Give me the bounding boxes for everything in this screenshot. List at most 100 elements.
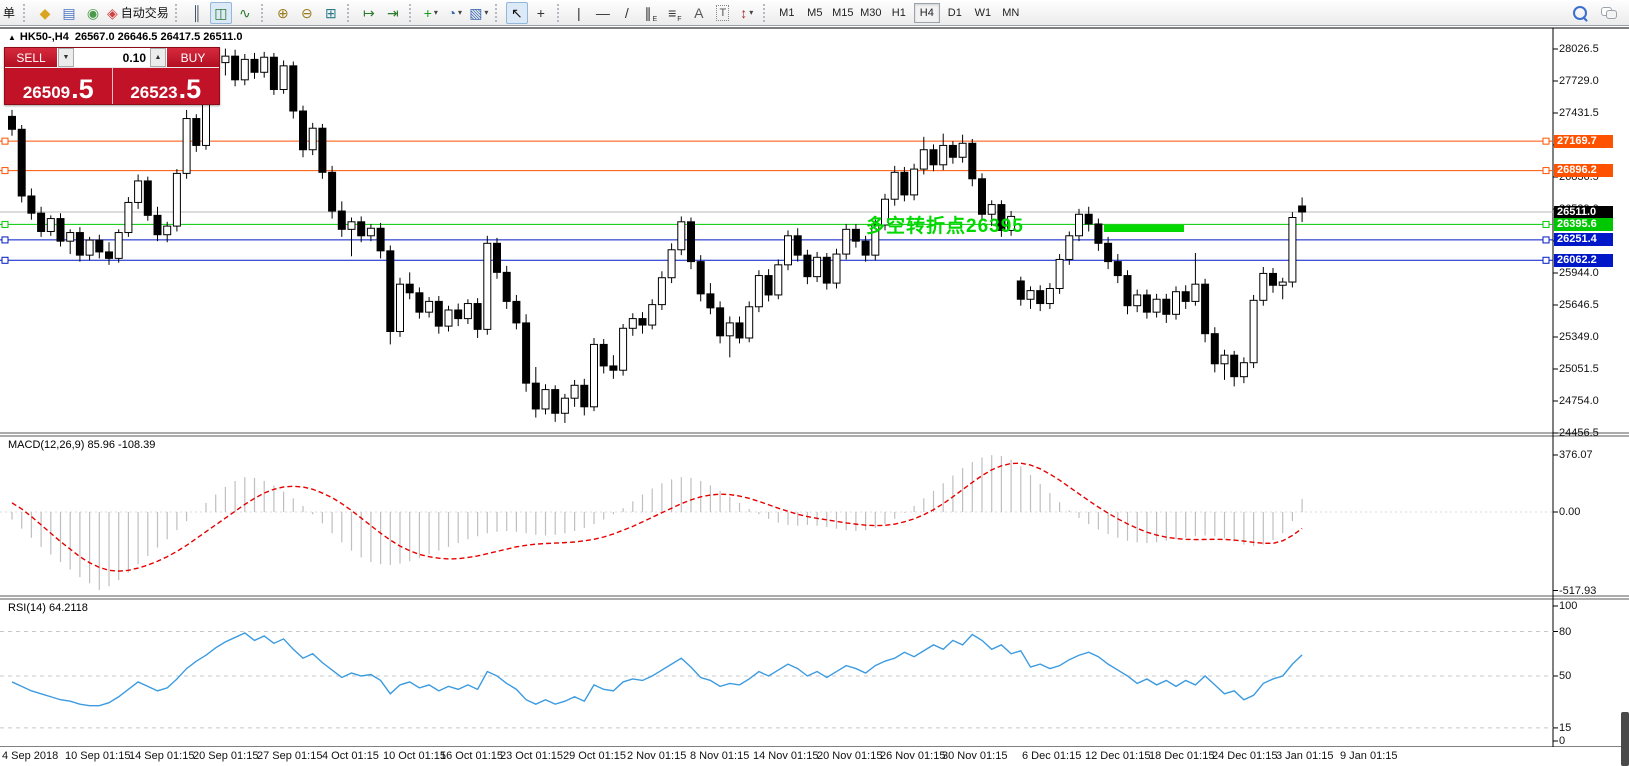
price-tick-label: 25944.0	[1559, 267, 1599, 279]
tile-windows-icon[interactable]: ⊞	[324, 4, 337, 21]
line-anchor-icon	[1542, 167, 1550, 175]
price-tick-label: 27431.5	[1559, 107, 1599, 119]
add-indicator-icon[interactable]: + ▾	[423, 4, 438, 21]
collapse-icon[interactable]: ▲	[8, 33, 16, 42]
price-tick-label: 24456.5	[1559, 427, 1599, 439]
vertical-line-icon[interactable]: |	[576, 4, 581, 21]
timeframe-H1[interactable]: H1	[891, 6, 906, 19]
market-watch-icon[interactable]: ▤	[62, 4, 76, 21]
timeframe-M1[interactable]: M1	[779, 6, 795, 19]
volume-up-button[interactable]: ▲	[150, 48, 166, 67]
crosshair-icon[interactable]: +	[536, 4, 545, 21]
templates-icon[interactable]: ▧ ▾	[469, 4, 489, 21]
macd-tick-label: 0.00	[1559, 506, 1581, 518]
date-tick-label: 26 Nov 01:15	[880, 750, 946, 762]
price-badge-current-price: 26511.0	[1554, 205, 1613, 219]
macd-tick-label: 376.07	[1559, 449, 1593, 461]
line-anchor-icon	[1, 256, 9, 264]
chart-window: ▲ HK50-,H4 26567.0 26646.5 26417.5 26511.0…	[0, 27, 1629, 766]
rsi-tick-label: 80	[1559, 625, 1572, 638]
date-tick-label: 9 Jan 01:15	[1340, 750, 1398, 762]
arrows-shapes-icon[interactable]: ↕ ▾	[740, 4, 754, 21]
buy-button[interactable]: BUY	[167, 48, 219, 67]
scrollbar-thumb[interactable]	[1621, 712, 1629, 766]
chart-title-bar: ▲ HK50-,H4 26567.0 26646.5 26417.5 26511.0	[8, 31, 242, 43]
text-label-icon[interactable]: T	[712, 2, 734, 24]
horizontal-line-icon[interactable]: —	[595, 4, 610, 21]
sell-button[interactable]: SELL	[5, 48, 57, 67]
menu-char[interactable]: 单	[3, 6, 16, 20]
chart-ohlc-values: 26567.0 26646.5 26417.5 26511.0	[74, 31, 243, 43]
date-tick-label: 10 Sep 01:15	[65, 750, 131, 762]
cursor-arrow-icon[interactable]: ↖	[505, 1, 528, 24]
rsi-tick-label: 50	[1559, 670, 1572, 682]
price-tick-label: 25349.0	[1559, 331, 1599, 343]
chart-symbol-period: HK50-,H4	[19, 31, 69, 43]
macd-signal-line	[11, 462, 1303, 572]
pivot-annotation-text: 多空转折点26395	[866, 216, 1024, 238]
date-tick-label: 20 Sep 01:15	[193, 750, 259, 762]
candles-chart-icon[interactable]: ◫	[209, 1, 232, 24]
rsi-indicator-label: RSI(14) 64.2118	[8, 602, 88, 614]
bars-chart-icon[interactable]: ║	[191, 4, 202, 21]
periods-clock-icon[interactable]: ◔ ▾	[447, 4, 463, 21]
zoom-out-icon[interactable]: ⊖	[300, 4, 313, 21]
line-chart-icon[interactable]: ∿	[238, 4, 251, 21]
line-anchor-icon	[1542, 236, 1550, 244]
sell-price[interactable]: 26509 .5	[5, 68, 113, 104]
toolbar-grip	[494, 3, 501, 22]
price-badge-support-1: 26251.4	[1554, 233, 1613, 247]
navigator-icon[interactable]: ◉	[86, 4, 100, 21]
timeframe-M5[interactable]: M5	[807, 6, 823, 19]
price-axis: 28026.527729.027431.527134.026836.526539…	[1553, 27, 1629, 766]
date-tick-label: 23 Oct 01:15	[500, 750, 563, 762]
price-tick-label: 25051.5	[1559, 363, 1599, 375]
timeframe-W1[interactable]: W1	[974, 6, 992, 19]
zoom-in-icon[interactable]: ⊕	[276, 4, 289, 21]
timeframe-M15[interactable]: M15	[832, 6, 854, 19]
timeframe-H4[interactable]: H4	[913, 2, 940, 23]
toolbar-grip	[23, 3, 29, 22]
text-icon[interactable]: A	[694, 4, 704, 21]
dropdown-arrow-icon[interactable]: ▾	[433, 8, 438, 17]
autoscroll-icon[interactable]: ↦	[362, 4, 375, 21]
timeframe-D1[interactable]: D1	[947, 6, 962, 19]
dropdown-arrow-icon[interactable]: ▾	[458, 8, 463, 17]
line-anchor-icon	[1, 236, 9, 244]
toolbar-grip	[260, 3, 267, 22]
date-tick-label: 14 Nov 01:15	[753, 750, 819, 762]
price-chart-svg	[0, 27, 1629, 751]
line-anchor-icon	[1, 137, 9, 145]
channel-icon[interactable]: ∥ E	[644, 4, 658, 23]
trendline-icon[interactable]: /	[624, 4, 629, 21]
volume-input[interactable]: 0.10	[122, 50, 146, 65]
date-tick-label: 27 Sep 01:15	[257, 750, 323, 762]
autotrade-button[interactable]: ◈ 自动交易	[107, 4, 169, 21]
price-badge-pivot-green: 26395.6	[1554, 217, 1613, 231]
chat-icon[interactable]	[1601, 6, 1617, 19]
date-tick-label: 20 Nov 01:15	[817, 750, 883, 762]
price-badge-support-2: 26062.2	[1554, 253, 1613, 267]
rsi-tick-label: 100	[1559, 600, 1578, 612]
chart-shift-icon[interactable]: ⇥	[386, 4, 399, 21]
buy-price[interactable]: 26523 .5	[130, 74, 202, 104]
toolbar-grip	[556, 3, 563, 22]
fibonacci-icon[interactable]: ≡ F	[668, 4, 682, 23]
line-anchor-icon	[1542, 256, 1550, 264]
new-order-icon[interactable]: ◆	[39, 4, 51, 21]
price-tick-label: 28026.5	[1559, 43, 1599, 55]
macd-tick-label: -517.93	[1559, 584, 1597, 597]
search-icon[interactable]	[1573, 5, 1587, 20]
rsi-tick-label: 15	[1559, 721, 1572, 734]
rsi-line	[11, 632, 1303, 707]
dropdown-arrow-icon[interactable]: ▾	[484, 8, 489, 17]
volume-stepper: ▼ 0.10 ▲	[57, 48, 167, 67]
toolbar-right-icons	[1573, 5, 1617, 20]
timeframe-MN[interactable]: MN	[1002, 6, 1020, 19]
dropdown-arrow-icon[interactable]: ▾	[749, 8, 754, 17]
date-tick-label: 2 Nov 01:15	[627, 750, 687, 762]
timeframe-M30[interactable]: M30	[860, 6, 882, 19]
price-tick-label: 24754.0	[1559, 395, 1599, 407]
volume-down-button[interactable]: ▼	[58, 48, 74, 67]
